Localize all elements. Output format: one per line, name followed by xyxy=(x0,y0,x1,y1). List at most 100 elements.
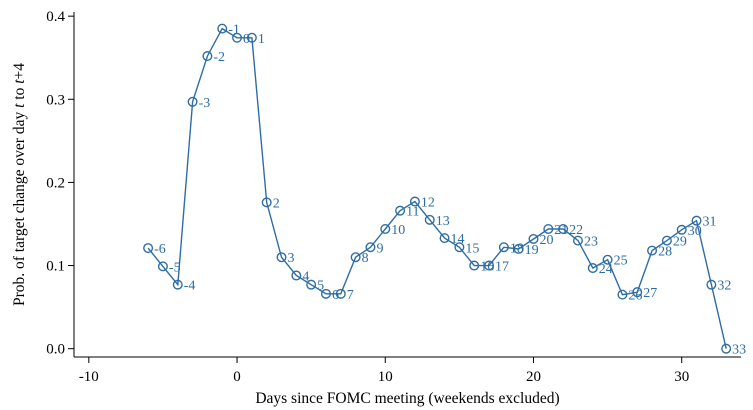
data-point xyxy=(217,23,228,34)
data-point xyxy=(276,252,287,263)
x-axis-title: Days since FOMC meeting (weekends exclud… xyxy=(255,390,559,407)
data-point-label: 26 xyxy=(628,289,642,304)
data-point xyxy=(143,243,154,254)
data-point-label: 10 xyxy=(391,223,405,238)
data-point xyxy=(691,215,702,226)
data-point xyxy=(647,245,658,256)
data-point-label: 23 xyxy=(584,235,598,250)
series-line xyxy=(147,27,727,349)
data-point-label: 9 xyxy=(376,241,383,256)
data-point-label: 8 xyxy=(362,251,369,266)
data-point xyxy=(246,32,257,43)
y-tick-label: 0.2 xyxy=(46,175,65,191)
data-point xyxy=(617,289,628,300)
data-point-label: -6 xyxy=(154,242,166,257)
data-point xyxy=(232,32,243,43)
data-point-label: 6 xyxy=(332,288,339,303)
data-point-label: 11 xyxy=(406,205,419,220)
data-point xyxy=(498,242,509,253)
data-point xyxy=(528,233,539,244)
data-point-label: -5 xyxy=(169,260,181,275)
data-point-label: 31 xyxy=(703,215,717,230)
data-point-label: 12 xyxy=(421,196,435,211)
data-point-label: 3 xyxy=(288,251,295,266)
data-point xyxy=(365,242,376,253)
data-point xyxy=(469,260,480,271)
data-point-label: 1 xyxy=(258,32,265,47)
x-ticks: -10 0 10 20 30 xyxy=(79,357,689,385)
data-point-label: 27 xyxy=(643,286,657,301)
data-point-label: 5 xyxy=(317,279,324,294)
data-point xyxy=(306,279,317,290)
data-point xyxy=(676,224,687,235)
y-tick-label: 0.3 xyxy=(46,92,65,108)
data-point xyxy=(291,270,302,281)
data-point xyxy=(587,263,598,274)
data-point-label: 13 xyxy=(436,214,450,229)
data-point-label: 18 xyxy=(510,241,524,256)
data-point xyxy=(602,254,613,265)
data-point-label: 25 xyxy=(614,254,628,269)
data-point xyxy=(543,223,554,234)
data-point xyxy=(572,235,583,246)
data-point-label: 28 xyxy=(658,245,672,260)
data-point xyxy=(157,261,168,272)
data-point xyxy=(380,223,391,234)
data-point-label: 15 xyxy=(465,241,479,256)
axes xyxy=(73,12,741,358)
data-point-label: 4 xyxy=(302,270,309,285)
data-point-label: 21 xyxy=(554,223,568,238)
data-point-label: 33 xyxy=(732,343,746,358)
y-axis-title-part: Prob. of target change over day xyxy=(11,108,28,306)
data-point xyxy=(721,343,732,354)
data-point xyxy=(172,279,183,290)
data-point xyxy=(454,242,465,253)
data-point xyxy=(439,233,450,244)
x-tick-label: 10 xyxy=(378,369,393,385)
y-ticks: 0.0 0.1 0.2 0.3 0.4 xyxy=(46,9,74,358)
data-point-label: 22 xyxy=(569,223,583,238)
data-point xyxy=(335,288,346,299)
data-point-label: 17 xyxy=(495,260,509,275)
data-points xyxy=(143,23,732,354)
data-point xyxy=(187,96,198,107)
data-point-label: 7 xyxy=(347,288,354,303)
data-point xyxy=(350,252,361,263)
data-point-label: 24 xyxy=(599,262,613,277)
y-axis-title-part: t xyxy=(11,103,28,108)
data-point-label: 16 xyxy=(480,260,494,275)
data-point-label: 30 xyxy=(688,224,702,239)
data-point xyxy=(261,197,272,208)
data-point-label: -1 xyxy=(228,23,240,38)
data-point xyxy=(409,196,420,207)
data-point-label: 14 xyxy=(451,232,465,247)
y-tick-label: 0.1 xyxy=(46,259,65,275)
y-axis-title-part: to xyxy=(11,84,28,104)
x-tick-label: 0 xyxy=(233,369,241,385)
data-point xyxy=(661,235,672,246)
data-point xyxy=(558,223,569,234)
x-tick-label: -10 xyxy=(79,369,99,385)
data-point xyxy=(706,279,717,290)
y-tick-label: 0.4 xyxy=(46,9,65,25)
data-point xyxy=(424,214,435,225)
x-tick-label: 20 xyxy=(526,369,541,385)
y-axis-title-part: t xyxy=(11,79,28,84)
data-point xyxy=(513,243,524,254)
data-point xyxy=(320,288,331,299)
data-point xyxy=(632,287,643,298)
y-tick-label: 0.0 xyxy=(46,342,65,358)
data-point-label: -3 xyxy=(199,96,211,111)
data-point-label: 19 xyxy=(525,243,539,258)
y-axis-title: Prob. of target change over day t to t+4 xyxy=(11,63,28,306)
data-point-label: -4 xyxy=(184,279,196,294)
x-tick-label: 30 xyxy=(674,369,689,385)
data-point-label: 32 xyxy=(717,279,731,294)
data-point xyxy=(395,205,406,216)
data-point-label: 0 xyxy=(243,32,250,47)
data-point xyxy=(202,51,213,62)
data-point-label: -2 xyxy=(213,50,225,65)
data-point xyxy=(484,260,495,271)
